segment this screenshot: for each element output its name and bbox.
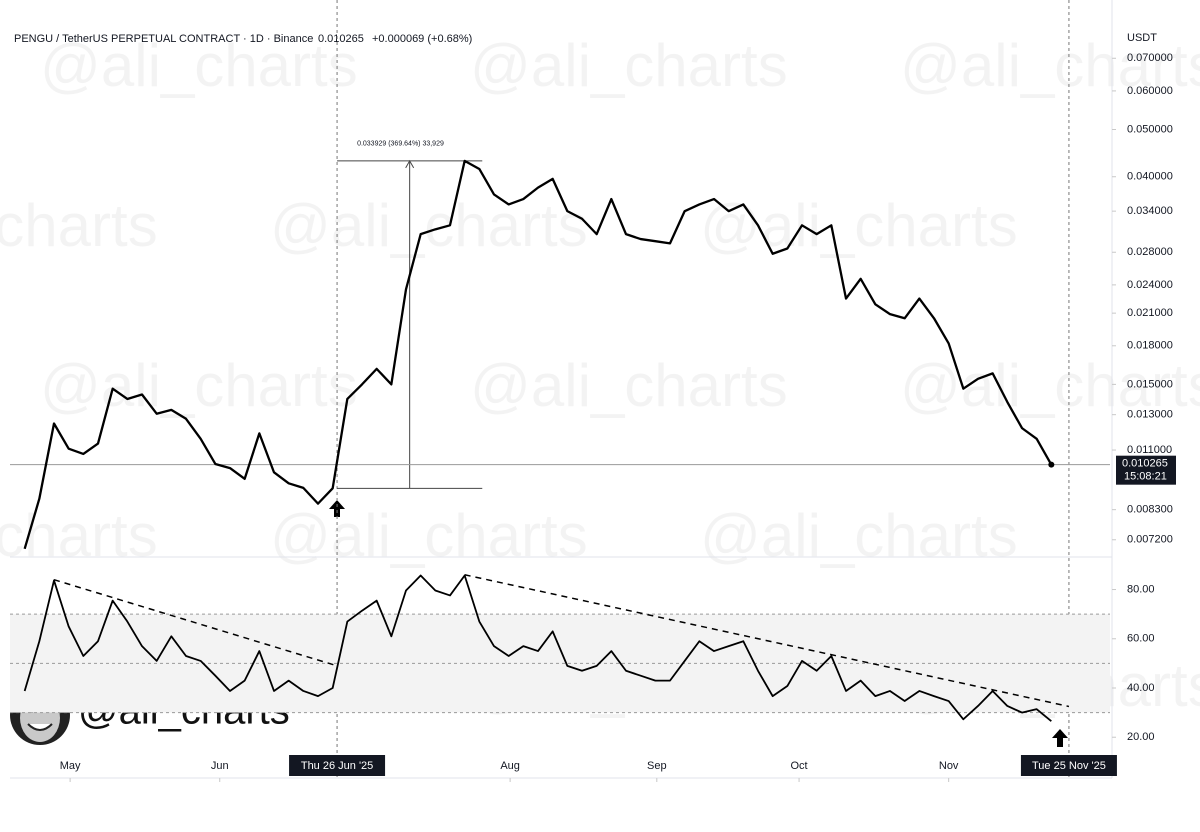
- watermark: @ali_charts: [270, 192, 588, 259]
- y-tick-label: 0.021000: [1127, 307, 1173, 319]
- y-tick-label: 80.00: [1127, 583, 1155, 595]
- watermark: @ali_charts: [0, 502, 158, 569]
- x-tick-label: Jun: [211, 760, 229, 772]
- time-label: Thu 26 Jun '25: [301, 760, 373, 772]
- watermark: @ali_charts: [900, 352, 1200, 419]
- price-tag-countdown: 15:08:21: [1124, 471, 1167, 483]
- trendline: [464, 574, 1070, 708]
- x-tick-label: Oct: [791, 760, 808, 772]
- watermark: @ali_charts: [700, 192, 1018, 259]
- price-change: +0.000069 (+0.68%): [372, 33, 472, 45]
- watermark: @ali_charts: [40, 352, 358, 419]
- y-tick-label: 0.013000: [1127, 409, 1173, 421]
- x-tick-label: Aug: [500, 760, 520, 772]
- watermark: @ali_charts: [270, 502, 588, 569]
- time-label: Tue 25 Nov '25: [1032, 760, 1106, 772]
- watermark: @ali_charts: [470, 352, 788, 419]
- watermark: @ali_charts: [900, 32, 1200, 99]
- watermark: @ali_charts: [700, 502, 1018, 569]
- series-line: [23, 159, 1053, 550]
- time-label-box: [1020, 755, 1117, 776]
- y-tick-label: 40.00: [1127, 682, 1155, 694]
- y-tick-label: 0.015000: [1127, 378, 1173, 390]
- y-tick-label: 0.028000: [1127, 246, 1173, 258]
- arrow-up: [1052, 729, 1068, 747]
- y-tick-label: 0.024000: [1127, 279, 1173, 291]
- y-tick-label: 0.011000: [1127, 444, 1172, 456]
- y-tick-label: 0.018000: [1127, 340, 1173, 352]
- trendline: [53, 578, 338, 667]
- last-price: 0.010265: [318, 33, 364, 45]
- series-line: [23, 574, 1052, 722]
- measure-label: 0.033929 (369.64%) 33,929: [357, 141, 444, 148]
- watermark: @ali_charts: [40, 32, 358, 99]
- last-point: [1048, 461, 1055, 468]
- y-tick-label: 0.070000: [1127, 52, 1173, 64]
- x-tick-label: Nov: [939, 760, 959, 772]
- price-tag-value: 0.010265: [1122, 458, 1168, 470]
- watermark: @ali_charts: [470, 32, 788, 99]
- axis-unit: USDT: [1127, 32, 1157, 44]
- logo-smile: [27, 723, 53, 731]
- time-label-box: [289, 755, 386, 776]
- band-fill: [10, 614, 1110, 713]
- y-tick-label: 20.00: [1127, 731, 1155, 743]
- y-tick-label: 0.060000: [1127, 85, 1173, 97]
- arrow-up: [329, 500, 345, 517]
- y-tick-label: 0.008300: [1127, 504, 1173, 516]
- price-tag: [1116, 455, 1176, 485]
- x-tick-label: May: [60, 760, 81, 772]
- y-tick-label: 0.034000: [1127, 205, 1173, 217]
- y-tick-label: 0.040000: [1127, 171, 1173, 183]
- measure-arrowhead: [405, 159, 415, 169]
- y-tick-label: 0.050000: [1127, 123, 1173, 135]
- watermarks: @ali_charts @ali_charts @ali_charts @ali_ch…: [0, 32, 1200, 719]
- chart-title: PENGU / TetherUS PERPETUAL CONTRACT · 1D…: [14, 33, 313, 45]
- x-tick-label: Sep: [647, 760, 667, 772]
- y-tick-label: 60.00: [1127, 633, 1155, 645]
- watermark: @ali_charts: [0, 192, 158, 259]
- y-tick-label: 0.007200: [1127, 534, 1173, 546]
